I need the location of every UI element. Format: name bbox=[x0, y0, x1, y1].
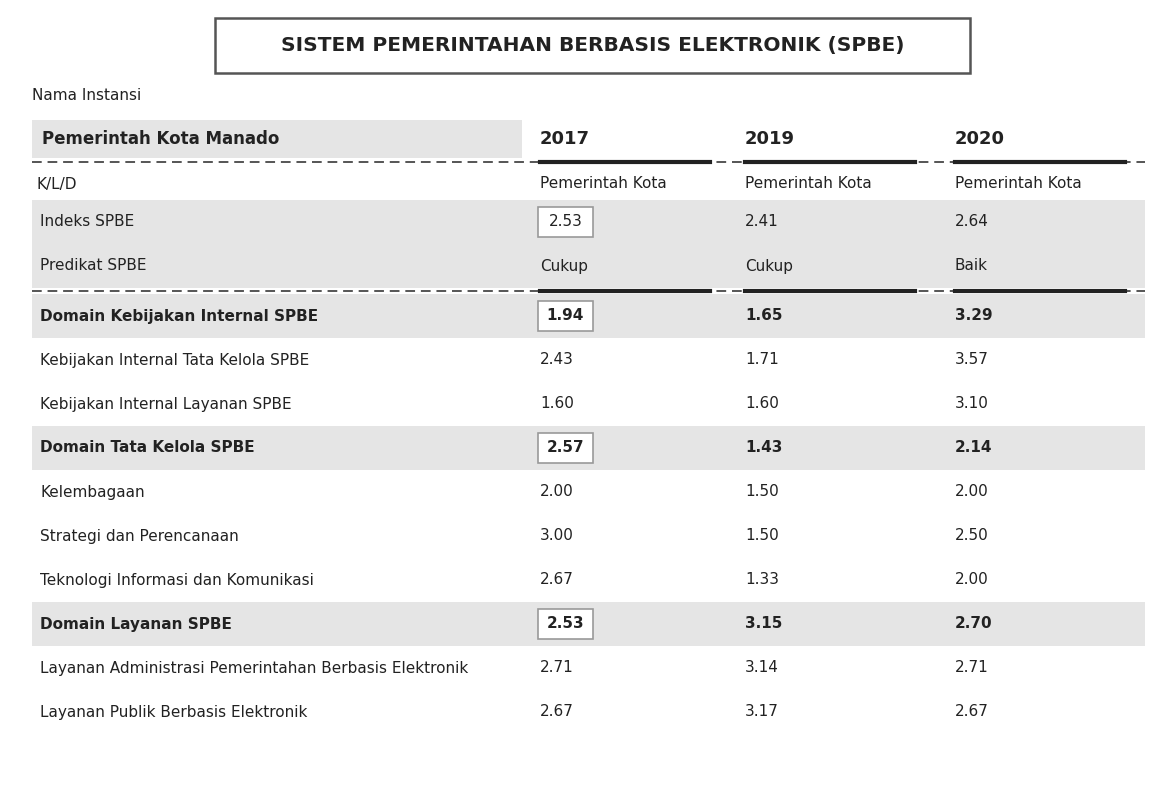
Text: 1.50: 1.50 bbox=[745, 529, 778, 544]
Text: Domain Kebijakan Internal SPBE: Domain Kebijakan Internal SPBE bbox=[40, 309, 318, 323]
Text: 3.17: 3.17 bbox=[745, 704, 778, 720]
Text: 2.64: 2.64 bbox=[954, 214, 989, 229]
Text: Domain Layanan SPBE: Domain Layanan SPBE bbox=[40, 616, 232, 631]
Text: SISTEM PEMERINTAHAN BERBASIS ELEKTRONIK (SPBE): SISTEM PEMERINTAHAN BERBASIS ELEKTRONIK … bbox=[281, 36, 904, 55]
Text: 3.15: 3.15 bbox=[745, 616, 782, 631]
Bar bbox=[538, 432, 593, 463]
Text: Domain Tata Kelola SPBE: Domain Tata Kelola SPBE bbox=[40, 440, 255, 455]
Text: K/L/D: K/L/D bbox=[36, 177, 76, 192]
Text: 1.60: 1.60 bbox=[745, 396, 778, 412]
Text: Layanan Administrasi Pemerintahan Berbasis Elektronik: Layanan Administrasi Pemerintahan Berbas… bbox=[40, 661, 468, 676]
Text: 2.57: 2.57 bbox=[547, 440, 585, 455]
Text: 2.53: 2.53 bbox=[547, 616, 585, 631]
Text: 1.65: 1.65 bbox=[745, 309, 783, 323]
Text: Pemerintah Kota: Pemerintah Kota bbox=[540, 177, 667, 192]
Text: Teknologi Informasi dan Komunikasi: Teknologi Informasi dan Komunikasi bbox=[40, 572, 313, 587]
Text: Layanan Publik Berbasis Elektronik: Layanan Publik Berbasis Elektronik bbox=[40, 704, 308, 720]
Bar bbox=[538, 207, 593, 237]
Text: 2.43: 2.43 bbox=[540, 353, 574, 368]
Text: 1.50: 1.50 bbox=[745, 485, 778, 500]
Text: Nama Instansi: Nama Instansi bbox=[32, 88, 141, 103]
Text: 1.43: 1.43 bbox=[745, 440, 782, 455]
Text: Baik: Baik bbox=[954, 259, 989, 274]
Bar bbox=[32, 120, 522, 158]
Text: 2.53: 2.53 bbox=[548, 214, 582, 229]
Bar bbox=[32, 426, 1145, 470]
Text: 2.71: 2.71 bbox=[954, 661, 989, 676]
Text: 2020: 2020 bbox=[954, 130, 1005, 148]
Text: 2.00: 2.00 bbox=[954, 485, 989, 500]
Text: 2.67: 2.67 bbox=[540, 572, 574, 587]
Bar bbox=[32, 602, 1145, 646]
Text: 2.70: 2.70 bbox=[954, 616, 993, 631]
Text: 2.67: 2.67 bbox=[954, 704, 989, 720]
Bar bbox=[538, 301, 593, 331]
Text: 3.29: 3.29 bbox=[954, 309, 993, 323]
Text: Kebijakan Internal Tata Kelola SPBE: Kebijakan Internal Tata Kelola SPBE bbox=[40, 353, 309, 368]
Text: Strategi dan Perencanaan: Strategi dan Perencanaan bbox=[40, 529, 238, 544]
Text: Indeks SPBE: Indeks SPBE bbox=[40, 214, 134, 229]
Text: 1.71: 1.71 bbox=[745, 353, 778, 368]
Text: 3.14: 3.14 bbox=[745, 661, 778, 676]
Text: 2.00: 2.00 bbox=[954, 572, 989, 587]
Text: Pemerintah Kota Manado: Pemerintah Kota Manado bbox=[42, 130, 279, 148]
Text: Cukup: Cukup bbox=[540, 259, 588, 274]
Text: 2.00: 2.00 bbox=[540, 485, 574, 500]
Text: Kelembagaan: Kelembagaan bbox=[40, 485, 144, 500]
Text: Predikat SPBE: Predikat SPBE bbox=[40, 259, 147, 274]
Text: 2019: 2019 bbox=[745, 130, 795, 148]
Text: 3.10: 3.10 bbox=[954, 396, 989, 412]
Text: 2.50: 2.50 bbox=[954, 529, 989, 544]
Text: 2.41: 2.41 bbox=[745, 214, 778, 229]
Bar bbox=[215, 18, 970, 73]
Bar bbox=[32, 200, 1145, 244]
Text: 1.94: 1.94 bbox=[547, 309, 585, 323]
Text: 2.14: 2.14 bbox=[954, 440, 992, 455]
Text: 1.33: 1.33 bbox=[745, 572, 780, 587]
Text: 2017: 2017 bbox=[540, 130, 591, 148]
Text: 3.57: 3.57 bbox=[954, 353, 989, 368]
Text: Cukup: Cukup bbox=[745, 259, 792, 274]
Bar bbox=[32, 294, 1145, 338]
Bar bbox=[538, 609, 593, 639]
Text: 1.60: 1.60 bbox=[540, 396, 574, 412]
Bar bbox=[32, 244, 1145, 288]
Text: 3.00: 3.00 bbox=[540, 529, 574, 544]
Text: Pemerintah Kota: Pemerintah Kota bbox=[954, 177, 1081, 192]
Text: 2.67: 2.67 bbox=[540, 704, 574, 720]
Text: Kebijakan Internal Layanan SPBE: Kebijakan Internal Layanan SPBE bbox=[40, 396, 291, 412]
Text: Pemerintah Kota: Pemerintah Kota bbox=[745, 177, 872, 192]
Text: 2.71: 2.71 bbox=[540, 661, 574, 676]
